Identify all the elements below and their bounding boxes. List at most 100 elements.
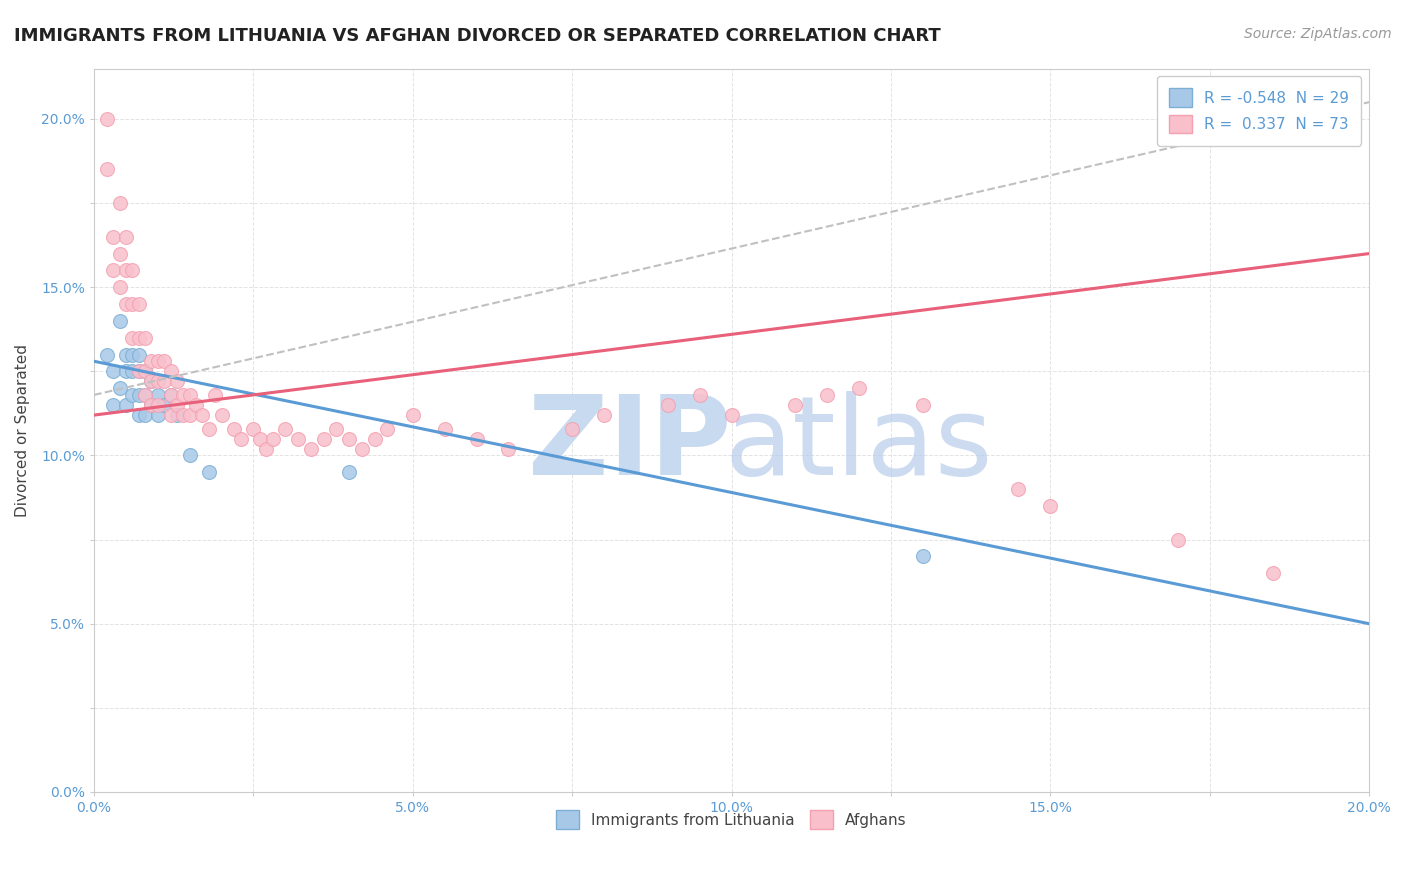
Point bbox=[115, 347, 138, 361]
Point bbox=[101, 364, 124, 378]
Point bbox=[911, 398, 934, 412]
Point bbox=[141, 398, 163, 412]
Point bbox=[101, 263, 124, 277]
Point bbox=[375, 421, 398, 435]
Point bbox=[146, 375, 169, 389]
Point bbox=[101, 229, 124, 244]
Point bbox=[115, 364, 138, 378]
Point bbox=[197, 421, 219, 435]
Text: IMMIGRANTS FROM LITHUANIA VS AFGHAN DIVORCED OR SEPARATED CORRELATION CHART: IMMIGRANTS FROM LITHUANIA VS AFGHAN DIVO… bbox=[14, 27, 941, 45]
Point bbox=[911, 549, 934, 564]
Point bbox=[287, 432, 309, 446]
Point bbox=[166, 398, 188, 412]
Point bbox=[254, 442, 277, 456]
Point bbox=[121, 347, 143, 361]
Point bbox=[848, 381, 870, 395]
Point bbox=[1167, 533, 1189, 547]
Point bbox=[115, 297, 138, 311]
Point bbox=[465, 432, 488, 446]
Point bbox=[312, 432, 335, 446]
Point bbox=[299, 442, 322, 456]
Point bbox=[166, 375, 188, 389]
Point bbox=[146, 408, 169, 422]
Point bbox=[204, 388, 226, 402]
Point bbox=[242, 421, 264, 435]
Point bbox=[159, 388, 181, 402]
Point bbox=[229, 432, 252, 446]
Point bbox=[1039, 499, 1062, 513]
Point bbox=[184, 398, 207, 412]
Point bbox=[115, 229, 138, 244]
Point bbox=[134, 388, 156, 402]
Point bbox=[720, 408, 742, 422]
Point bbox=[363, 432, 385, 446]
Point bbox=[1007, 482, 1029, 496]
Point bbox=[179, 408, 201, 422]
Point bbox=[262, 432, 284, 446]
Point bbox=[96, 347, 118, 361]
Point bbox=[96, 112, 118, 126]
Point bbox=[815, 388, 838, 402]
Point bbox=[153, 354, 176, 368]
Point bbox=[128, 331, 150, 345]
Point bbox=[141, 354, 163, 368]
Point bbox=[146, 398, 169, 412]
Point bbox=[101, 398, 124, 412]
Y-axis label: Divorced or Separated: Divorced or Separated bbox=[15, 343, 30, 516]
Point bbox=[224, 421, 246, 435]
Text: ZIP: ZIP bbox=[527, 392, 731, 499]
Point bbox=[121, 297, 143, 311]
Point bbox=[337, 432, 360, 446]
Point bbox=[115, 263, 138, 277]
Point bbox=[108, 246, 131, 260]
Point bbox=[134, 364, 156, 378]
Point bbox=[121, 364, 143, 378]
Point bbox=[172, 388, 194, 402]
Point bbox=[159, 364, 181, 378]
Point bbox=[249, 432, 271, 446]
Point bbox=[159, 408, 181, 422]
Point bbox=[108, 280, 131, 294]
Point bbox=[128, 388, 150, 402]
Point bbox=[121, 331, 143, 345]
Point bbox=[433, 421, 456, 435]
Point bbox=[108, 381, 131, 395]
Point bbox=[128, 408, 150, 422]
Point bbox=[146, 388, 169, 402]
Text: Source: ZipAtlas.com: Source: ZipAtlas.com bbox=[1244, 27, 1392, 41]
Point bbox=[121, 388, 143, 402]
Text: atlas: atlas bbox=[725, 392, 993, 499]
Point bbox=[141, 375, 163, 389]
Point bbox=[128, 347, 150, 361]
Point bbox=[141, 398, 163, 412]
Point bbox=[197, 465, 219, 479]
Point bbox=[179, 388, 201, 402]
Point bbox=[172, 408, 194, 422]
Point bbox=[141, 375, 163, 389]
Point bbox=[153, 398, 176, 412]
Point bbox=[785, 398, 807, 412]
Point bbox=[134, 364, 156, 378]
Point bbox=[128, 364, 150, 378]
Point bbox=[153, 375, 176, 389]
Point bbox=[498, 442, 520, 456]
Point bbox=[108, 314, 131, 328]
Point bbox=[96, 162, 118, 177]
Point bbox=[121, 263, 143, 277]
Legend: Immigrants from Lithuania, Afghans: Immigrants from Lithuania, Afghans bbox=[550, 804, 912, 835]
Point bbox=[128, 364, 150, 378]
Point bbox=[134, 331, 156, 345]
Point bbox=[325, 421, 347, 435]
Point bbox=[166, 408, 188, 422]
Point bbox=[350, 442, 373, 456]
Point bbox=[337, 465, 360, 479]
Point bbox=[134, 408, 156, 422]
Point bbox=[1263, 566, 1285, 581]
Point bbox=[134, 388, 156, 402]
Point bbox=[108, 196, 131, 211]
Point bbox=[657, 398, 679, 412]
Point bbox=[593, 408, 616, 422]
Point bbox=[211, 408, 233, 422]
Point bbox=[191, 408, 214, 422]
Point bbox=[146, 354, 169, 368]
